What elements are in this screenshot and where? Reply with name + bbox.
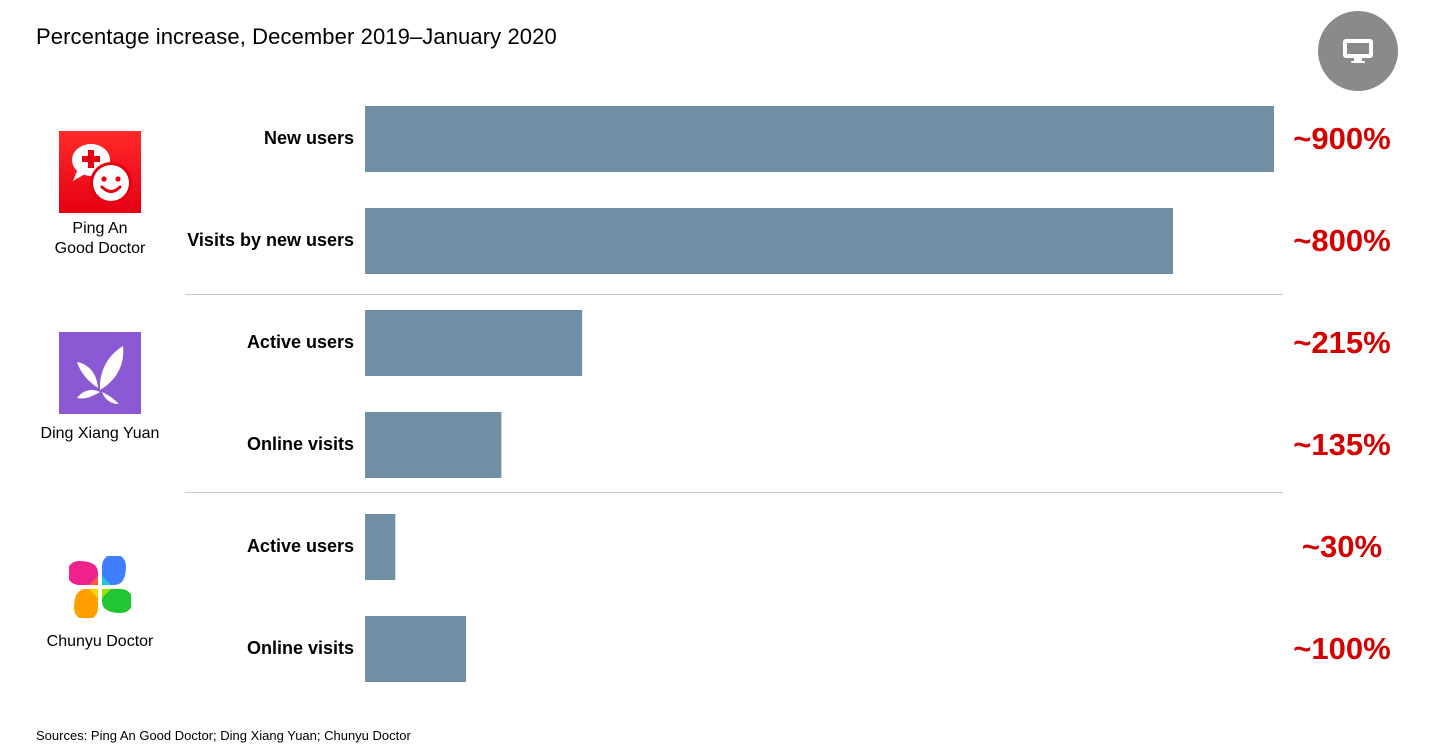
source-note: Sources: Ping An Good Doctor; Ding Xiang… (36, 728, 411, 743)
value-label: ~100% (1293, 631, 1390, 666)
bar (365, 412, 502, 478)
value-label: ~30% (1302, 529, 1382, 564)
value-label: ~135% (1293, 427, 1390, 462)
value-label: ~900% (1293, 121, 1390, 156)
chart-title: Percentage increase, December 2019–Janua… (36, 24, 557, 49)
group-divider (185, 492, 1283, 493)
app-name-ping-an: Ping An Good Doctor (54, 220, 146, 257)
category-label: Active users (247, 536, 354, 556)
ping-an-good-doctor-logo (59, 131, 141, 213)
category-label: New users (264, 128, 354, 148)
monitor-icon (1343, 39, 1373, 63)
chunyu-doctor-logo (69, 556, 131, 618)
value-label: ~215% (1293, 325, 1390, 360)
app-name-chunyu: Chunyu Doctor (46, 633, 154, 650)
present-button[interactable] (1318, 11, 1398, 91)
category-label: Online visits (247, 434, 354, 454)
app-group-chunyu: Chunyu Doctor (5, 556, 195, 652)
category-label: Active users (247, 332, 354, 352)
category-label: Visits by new users (187, 230, 354, 250)
bar (365, 310, 583, 376)
app-name-ding-xiang: Ding Xiang Yuan (40, 425, 160, 442)
ding-xiang-yuan-logo (59, 332, 141, 414)
bar (365, 514, 396, 580)
app-group-ping-an: Ping An Good Doctor (5, 131, 195, 259)
bar (365, 106, 1274, 172)
app-group-ding-xiang: Ding Xiang Yuan (5, 332, 195, 444)
value-label: ~800% (1293, 223, 1390, 258)
category-label: Online visits (247, 638, 354, 658)
bar (365, 208, 1173, 274)
group-divider (185, 294, 1283, 295)
bar (365, 616, 466, 682)
